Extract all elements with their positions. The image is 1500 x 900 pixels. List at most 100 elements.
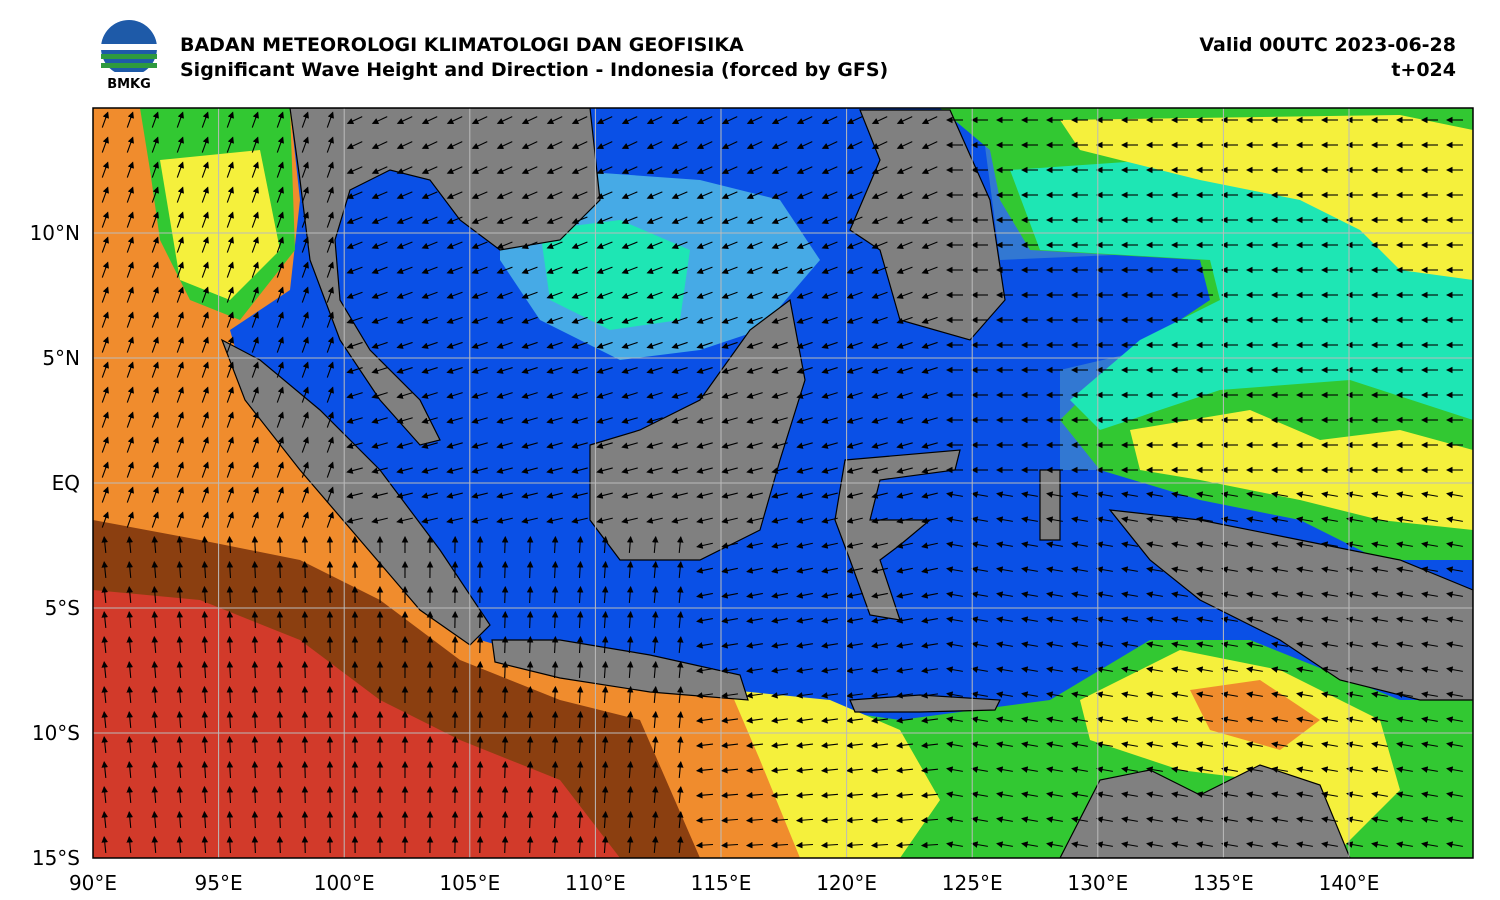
wave-arrow — [126, 111, 134, 128]
wave-arrow — [371, 291, 388, 299]
wave-arrow — [671, 166, 688, 175]
wave-arrow — [1371, 566, 1388, 573]
wave-arrow — [126, 186, 134, 203]
wave-arrow — [846, 592, 863, 599]
wave-arrow — [251, 136, 259, 153]
wave-arrow — [526, 710, 534, 729]
wave-arrow — [846, 241, 863, 249]
wave-arrow — [696, 341, 713, 349]
wave-arrow — [471, 442, 488, 449]
wave-arrow — [201, 286, 209, 303]
wave-arrow — [1046, 616, 1063, 623]
wave-arrow — [646, 166, 663, 175]
wave-arrow — [946, 516, 963, 523]
wave-arrow — [301, 211, 309, 228]
wave-arrow — [346, 392, 363, 399]
wave-arrow — [1421, 491, 1438, 498]
wave-arrow — [746, 291, 763, 299]
lon-label: 120°E — [816, 871, 877, 895]
wave-arrow — [1421, 516, 1438, 523]
wave-arrow — [501, 785, 509, 804]
wave-arrow — [676, 535, 684, 554]
wave-arrow — [126, 610, 134, 629]
wave-arrow — [621, 166, 638, 175]
wave-arrow — [151, 111, 159, 128]
wave-arrow — [501, 585, 509, 604]
wave-arrow — [1096, 491, 1113, 498]
wave-arrow — [346, 467, 363, 474]
wave-arrow — [921, 542, 938, 549]
wave-arrow — [301, 486, 309, 503]
wave-arrow — [276, 161, 284, 178]
wave-arrow — [1146, 491, 1163, 498]
wave-arrow — [771, 367, 788, 374]
land — [220, 108, 1473, 858]
wave-arrow — [301, 411, 309, 428]
wave-arrow — [971, 491, 988, 498]
wave-arrow — [301, 161, 309, 178]
wave-arrow — [421, 467, 438, 474]
wave-arrow — [201, 361, 209, 378]
wave-arrow — [396, 341, 413, 349]
wave-arrow — [151, 236, 159, 253]
wave-arrow — [746, 567, 763, 574]
wave-arrow — [621, 367, 638, 374]
wave-arrow — [721, 467, 738, 474]
lon-label: 90°E — [69, 871, 117, 895]
wave-arrow — [996, 541, 1013, 548]
wave-arrow — [251, 535, 259, 554]
wave-arrow — [446, 241, 463, 249]
wave-arrow — [546, 492, 563, 499]
wave-arrow — [771, 467, 788, 474]
wave-arrow — [896, 442, 913, 449]
wave-arrow — [346, 141, 363, 150]
wave-arrow — [276, 735, 284, 754]
lat-label: 15°S — [32, 846, 80, 870]
wave-arrow — [896, 341, 913, 349]
wave-arrow — [521, 467, 538, 474]
wave-arrow — [151, 585, 159, 604]
wave-arrow — [696, 567, 713, 574]
wave-arrow — [771, 291, 788, 299]
wave-arrow — [101, 261, 109, 278]
wave-arrow — [176, 511, 184, 528]
wave-arrow — [151, 436, 159, 453]
wave-arrow — [796, 266, 813, 274]
wave-arrow — [651, 610, 659, 629]
wave-arrow — [396, 442, 413, 449]
wave-arrow — [921, 517, 938, 524]
wave-arrow — [821, 442, 838, 449]
wave-arrow — [946, 541, 963, 548]
wave-arrow — [251, 186, 259, 203]
wave-arrow — [526, 635, 534, 654]
wave-arrow — [796, 542, 813, 549]
wave-arrow — [1221, 566, 1238, 573]
wave-arrow — [746, 467, 763, 474]
wave-arrow — [226, 236, 234, 253]
wave-arrow — [571, 216, 588, 225]
wave-arrow — [671, 291, 688, 299]
wave-arrow — [226, 436, 234, 453]
wave-arrow — [471, 191, 488, 200]
wave-arrow — [846, 417, 863, 424]
wave-arrow — [546, 266, 563, 274]
wave-arrow — [301, 286, 309, 303]
wave-arrow — [896, 517, 913, 524]
wave-arrow — [871, 191, 888, 200]
wave-arrow — [496, 517, 513, 524]
wave-arrow — [371, 266, 388, 274]
wave-arrow — [796, 392, 813, 399]
wave-arrow — [276, 635, 284, 654]
wave-arrow — [626, 535, 634, 554]
wave-arrow — [721, 392, 738, 399]
wave-arrow — [1396, 566, 1413, 573]
wave-arrow — [176, 461, 184, 478]
wave-arrow — [101, 211, 109, 228]
wave-arrow — [771, 241, 788, 249]
wave-arrow — [371, 417, 388, 424]
wave-arrow — [346, 266, 363, 274]
wave-arrow — [571, 467, 588, 474]
wave-arrow — [101, 161, 109, 178]
wave-arrow — [346, 517, 363, 524]
wave-arrow — [421, 141, 438, 150]
